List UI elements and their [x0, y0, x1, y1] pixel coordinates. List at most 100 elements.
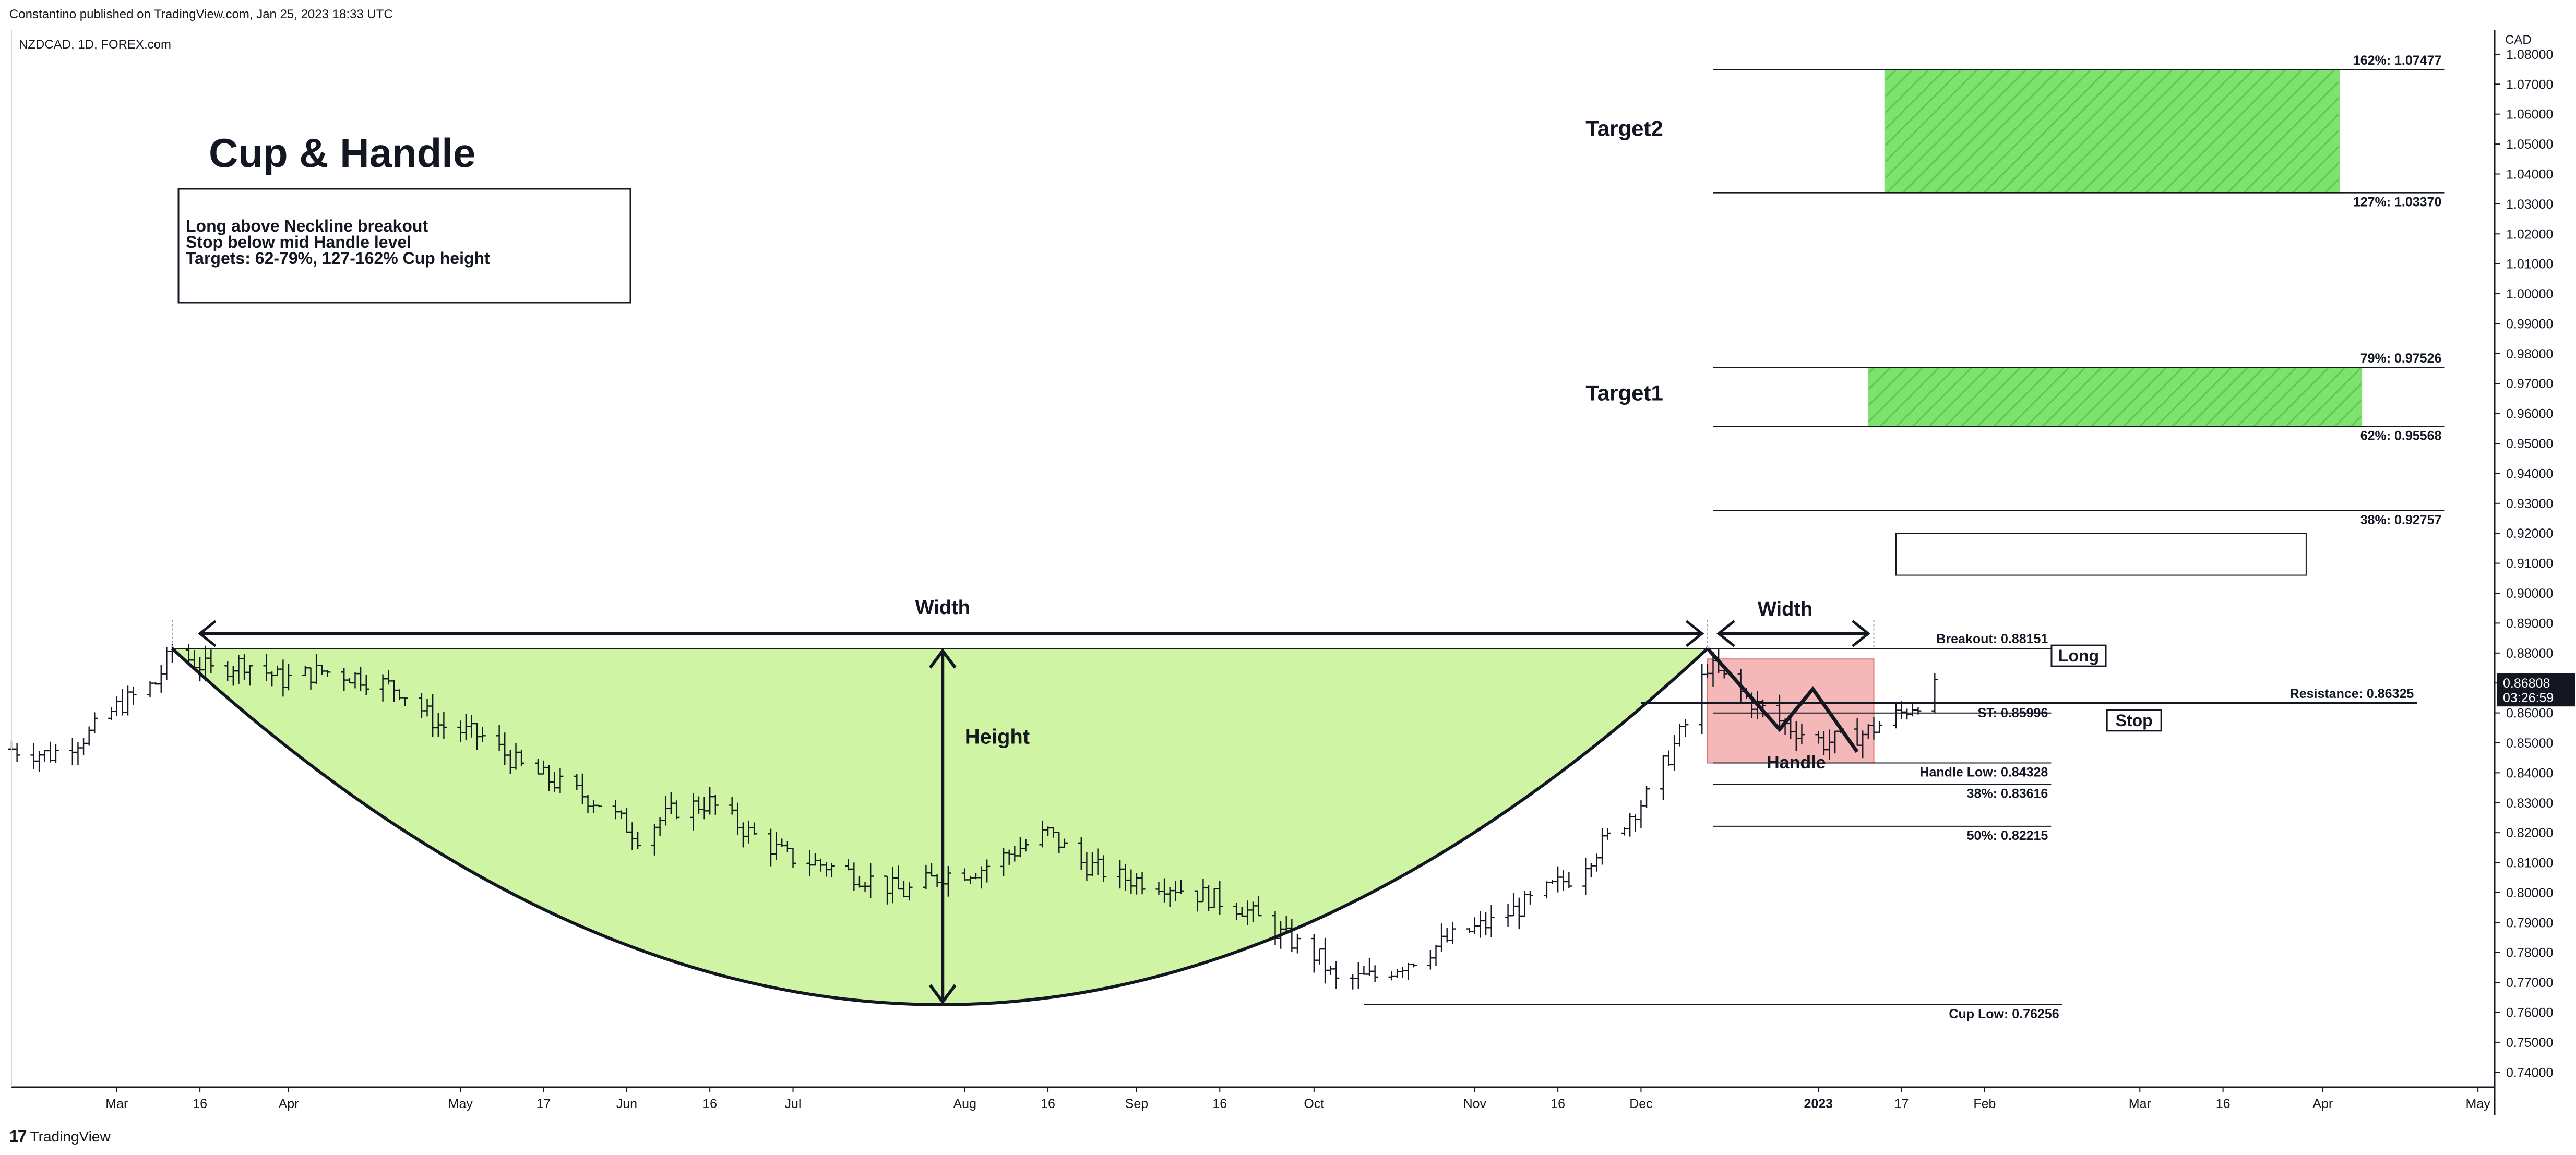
price-bar: [152, 682, 159, 685]
price-bar: [1505, 904, 1511, 927]
price-bar: [1438, 923, 1445, 952]
y-tick-label: 0.88000: [2506, 646, 2553, 661]
price-bar: [1904, 708, 1911, 720]
price-bar: [86, 726, 92, 746]
price-bar: [673, 800, 680, 820]
price-bar: [1566, 872, 1572, 888]
level-label: 38%: 0.83616: [1967, 786, 2048, 801]
price-bar: [1665, 750, 1672, 766]
price-bar: [1599, 828, 1606, 865]
callout-text: Stop: [2116, 711, 2153, 730]
price-bar: [30, 743, 37, 769]
price-bar: [518, 750, 525, 766]
symbol-info[interactable]: NZDCAD, 1D, FOREX.com: [19, 38, 172, 52]
price-bar: [1604, 828, 1611, 840]
price-bar: [1217, 881, 1223, 915]
y-tick-label: 0.78000: [2506, 946, 2553, 960]
price-bar: [324, 670, 331, 677]
level-label: Breakout: 0.88151: [1936, 632, 2048, 646]
price-bar: [1682, 719, 1689, 738]
cup-curve: [171, 647, 1709, 1006]
price-bar: [1366, 958, 1373, 976]
x-tick-label: Jul: [785, 1097, 802, 1111]
y-tick-label: 0.95000: [2506, 437, 2553, 451]
y-tick-label: 0.98000: [2506, 347, 2553, 362]
x-tick-label: Mar: [105, 1097, 128, 1111]
price-bar: [1361, 966, 1367, 975]
height-arrow: [928, 648, 957, 1005]
price-bar: [1388, 971, 1395, 981]
y-tick-label: 0.83000: [2506, 796, 2553, 811]
price-bar: [867, 863, 874, 898]
zones-layer: [1707, 69, 2363, 764]
price-bar: [1699, 664, 1706, 735]
price-bar: [1177, 880, 1184, 894]
x-tick-label: May: [2466, 1097, 2491, 1111]
annotation-width: Width: [1758, 598, 1812, 620]
level-label: Cup Low: 0.76256: [1949, 1007, 2059, 1021]
price-bar: [479, 727, 486, 742]
y-tick-label: 1.06000: [2506, 107, 2553, 122]
price-bar: [440, 712, 447, 739]
price-bar: [945, 865, 951, 897]
target-zone-2: [1884, 69, 2340, 194]
price-bar: [1294, 934, 1301, 954]
price-bar: [1510, 893, 1517, 917]
level-label: Handle Low: 0.84328: [1919, 765, 2048, 780]
y-tick-label: 1.05000: [2506, 137, 2553, 152]
y-tick-label: 0.96000: [2506, 407, 2553, 422]
price-bar: [1310, 934, 1317, 973]
annotation-height: Height: [965, 726, 1030, 749]
price-bar: [1471, 917, 1478, 934]
annotation-target2: Target2: [1585, 116, 1663, 141]
y-tick-label: 0.90000: [2506, 586, 2553, 601]
y-tick-label: 0.92000: [2506, 526, 2553, 541]
y-tick-label: 1.01000: [2506, 257, 2553, 272]
level-label: 50%: 0.82215: [1967, 828, 2048, 843]
x-tick-label: 16: [2216, 1097, 2231, 1111]
price-bar: [130, 687, 137, 705]
price-bar: [1798, 723, 1805, 744]
price-bar: [1892, 703, 1899, 729]
x-tick-label: Dec: [1629, 1097, 1652, 1111]
price-bar: [47, 741, 54, 763]
last-price-timer: 03:26:59: [2503, 691, 2554, 705]
price-bar: [635, 831, 641, 850]
tradingview-brand: TradingView: [30, 1128, 111, 1145]
price-bar: [1255, 896, 1262, 917]
price-bar: [1372, 965, 1378, 982]
y-tick-label: 0.74000: [2506, 1065, 2553, 1080]
price-bar: [1327, 966, 1334, 975]
levels-layer: 162%: 1.07477 127%: 1.03370 79%: 0.97526 62…: [172, 53, 2445, 1021]
price-bar: [1483, 911, 1489, 936]
price-bar: [1488, 905, 1495, 937]
x-tick-label: Nov: [1463, 1097, 1487, 1111]
price-bar: [41, 749, 48, 762]
price-bar: [1410, 963, 1417, 968]
price-bar: [1627, 813, 1633, 837]
price-bar: [1061, 838, 1068, 848]
cup-layer: [171, 647, 1709, 1006]
price-bar: [1322, 937, 1329, 984]
callout-text: Long: [2058, 646, 2099, 665]
price-bar: [75, 741, 81, 765]
price-bar: [1632, 813, 1639, 832]
x-tick-label: 16: [1212, 1097, 1227, 1111]
price-bar: [147, 681, 153, 698]
price-bar: [1427, 950, 1434, 970]
tradingview-logo[interactable]: 17 TradingView: [9, 1127, 111, 1146]
level-label: 127%: 1.03370: [2353, 195, 2442, 210]
annotation-width: Width: [915, 597, 970, 619]
price-bar: [1466, 928, 1473, 933]
level-label: 62%: 0.95568: [2360, 428, 2442, 443]
level-label: 162%: 1.07477: [2353, 53, 2442, 68]
drawings-layer: Long Stop Width Width Height Handle Target1 Tar…: [171, 116, 2162, 1005]
price-bar: [1355, 962, 1362, 989]
price-bar: [1516, 897, 1522, 930]
price-bar: [1527, 891, 1534, 905]
level-label: 38%: 0.92757: [2360, 513, 2442, 527]
y-tick-label: 1.02000: [2506, 227, 2553, 242]
tradingview-mark-icon: 17: [9, 1127, 27, 1146]
